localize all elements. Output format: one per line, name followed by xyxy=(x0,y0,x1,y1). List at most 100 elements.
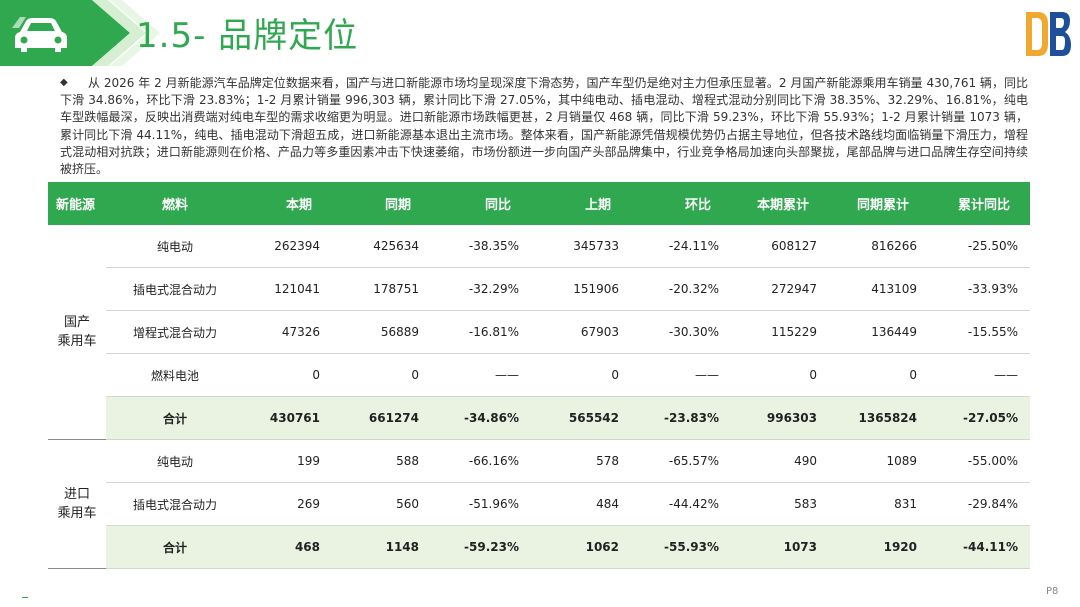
value-cell: 413109 xyxy=(829,267,929,311)
fuel-cell: 纯电动 xyxy=(106,439,244,483)
total-row: 合计 430761 661274 -34.86% 565542 -23.83% … xyxy=(48,396,1030,440)
value-cell: 490 xyxy=(731,439,829,483)
value-cell: 47326 xyxy=(244,310,332,354)
value-cell: -65.57% xyxy=(631,439,731,483)
value-cell: -55.00% xyxy=(929,439,1030,483)
corner-accent xyxy=(22,597,28,598)
value-cell: 269 xyxy=(244,482,332,526)
total-cell: -44.11% xyxy=(929,525,1030,569)
table-header-row: 新能源 燃料 本期 同期 同比 上期 环比 本期累计 同期累计 累计同比 xyxy=(48,182,1030,225)
header-band xyxy=(0,0,160,66)
header-cell: 燃料 xyxy=(106,182,244,225)
value-cell: 178751 xyxy=(332,267,431,311)
brand-logo-icon xyxy=(1026,12,1071,56)
table-row: 进口 乘用车 纯电动 199 588 -66.16% 578 -65.57% 4… xyxy=(48,439,1030,569)
total-cell: 1073 xyxy=(731,525,829,569)
value-cell: -25.50% xyxy=(929,225,1030,268)
group-label-line: 乘用车 xyxy=(57,334,97,349)
table-row: 增程式混合动力 47326 56889 -16.81% 67903 -30.30… xyxy=(48,310,1030,354)
total-cell: 565542 xyxy=(531,396,631,440)
value-cell: 484 xyxy=(531,482,631,526)
sales-table: 新能源 燃料 本期 同期 同比 上期 环比 本期累计 同期累计 累计同比 国产 … xyxy=(48,182,1030,569)
total-cell: 1062 xyxy=(531,525,631,569)
total-cell: 1920 xyxy=(829,525,929,569)
total-cell: 996303 xyxy=(731,396,829,440)
value-cell: -29.84% xyxy=(929,482,1030,526)
fuel-cell: 燃料电池 xyxy=(106,353,244,397)
value-cell: 831 xyxy=(829,482,929,526)
fuel-cell: 插电式混合动力 xyxy=(106,267,244,311)
header-cell: 上期 xyxy=(531,182,631,225)
value-cell: 199 xyxy=(244,439,332,483)
value-cell: -24.11% xyxy=(631,225,731,268)
summary-paragraph: 从 2026 年 2 月新能源汽车品牌定位数据来看，国产与进口新能源市场均呈现深… xyxy=(60,75,1028,178)
table-row: 燃料电池 0 0 —— 0 —— 0 0 —— xyxy=(48,353,1030,397)
group-label-line: 乘用车 xyxy=(57,506,97,521)
total-cell: 430761 xyxy=(244,396,332,440)
value-cell: 0 xyxy=(531,353,631,397)
total-cell: -59.23% xyxy=(431,525,531,569)
total-row: 合计 468 1148 -59.23% 1062 -55.93% 1073 19… xyxy=(48,525,1030,569)
group-label-line: 国产 xyxy=(63,315,90,330)
total-cell: -55.93% xyxy=(631,525,731,569)
value-cell: 0 xyxy=(829,353,929,397)
header-cell: 同期累计 xyxy=(829,182,929,225)
value-cell: 121041 xyxy=(244,267,332,311)
header-cell: 本期 xyxy=(244,182,332,225)
total-label-cell: 合计 xyxy=(106,396,244,440)
value-cell: 578 xyxy=(531,439,631,483)
value-cell: —— xyxy=(929,353,1030,397)
table-row: 国产 乘用车 纯电动 262394 425634 -38.35% 345733 … xyxy=(48,225,1030,440)
header-cell: 新能源 xyxy=(48,182,106,225)
value-cell: -44.42% xyxy=(631,482,731,526)
value-cell: 1089 xyxy=(829,439,929,483)
group-label-domestic: 国产 乘用车 xyxy=(48,225,106,440)
value-cell: 425634 xyxy=(332,225,431,268)
value-cell: 816266 xyxy=(829,225,929,268)
header-cell: 环比 xyxy=(631,182,731,225)
value-cell: -33.93% xyxy=(929,267,1030,311)
value-cell: 0 xyxy=(244,353,332,397)
value-cell: 0 xyxy=(332,353,431,397)
value-cell: -30.30% xyxy=(631,310,731,354)
total-cell: 1148 xyxy=(332,525,431,569)
value-cell: 136449 xyxy=(829,310,929,354)
value-cell: 0 xyxy=(731,353,829,397)
total-cell: 661274 xyxy=(332,396,431,440)
value-cell: -32.29% xyxy=(431,267,531,311)
value-cell: -66.16% xyxy=(431,439,531,483)
value-cell: 345733 xyxy=(531,225,631,268)
fuel-cell: 插电式混合动力 xyxy=(106,482,244,526)
fuel-cell: 纯电动 xyxy=(106,225,244,268)
value-cell: 56889 xyxy=(332,310,431,354)
value-cell: 115229 xyxy=(731,310,829,354)
page-number: P8 xyxy=(1046,586,1059,597)
total-cell: -23.83% xyxy=(631,396,731,440)
slide-header: 1.5- 品牌定位 xyxy=(0,0,1080,72)
value-cell: —— xyxy=(431,353,531,397)
value-cell: —— xyxy=(631,353,731,397)
value-cell: -20.32% xyxy=(631,267,731,311)
bullet-marker: ◆ xyxy=(60,77,68,88)
value-cell: -51.96% xyxy=(431,482,531,526)
header-cell: 累计同比 xyxy=(929,182,1030,225)
value-cell: 151906 xyxy=(531,267,631,311)
value-cell: -16.81% xyxy=(431,310,531,354)
value-cell: 272947 xyxy=(731,267,829,311)
group-label-import: 进口 乘用车 xyxy=(48,439,106,569)
value-cell: -38.35% xyxy=(431,225,531,268)
table-row: 插电式混合动力 121041 178751 -32.29% 151906 -20… xyxy=(48,267,1030,311)
header-cell: 同期 xyxy=(332,182,431,225)
total-cell: 1365824 xyxy=(829,396,929,440)
table-row: 插电式混合动力 269 560 -51.96% 484 -44.42% 583 … xyxy=(48,482,1030,526)
total-cell: -34.86% xyxy=(431,396,531,440)
fuel-cell: 增程式混合动力 xyxy=(106,310,244,354)
value-cell: 588 xyxy=(332,439,431,483)
value-cell: 560 xyxy=(332,482,431,526)
total-cell: 468 xyxy=(244,525,332,569)
summary-text: 从 2026 年 2 月新能源汽车品牌定位数据来看，国产与进口新能源市场均呈现深… xyxy=(60,76,1028,177)
car-icon xyxy=(12,17,67,52)
page-title: 1.5- 品牌定位 xyxy=(136,16,359,56)
value-cell: 608127 xyxy=(731,225,829,268)
header-cell: 本期累计 xyxy=(731,182,829,225)
